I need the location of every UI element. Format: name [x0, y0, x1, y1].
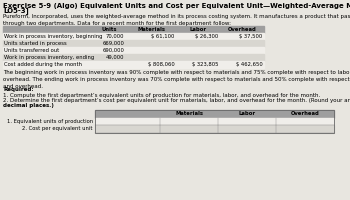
Bar: [3, 54, 264, 61]
Bar: [95, 110, 334, 117]
Text: The beginning work in process inventory was 90% complete with respect to materia: The beginning work in process inventory …: [3, 70, 350, 89]
Text: Overhead: Overhead: [290, 111, 319, 116]
Text: Work in process inventory, beginning: Work in process inventory, beginning: [5, 34, 103, 39]
Bar: [95, 125, 334, 132]
Text: $ 61,100: $ 61,100: [151, 34, 175, 39]
Text: 669,000: 669,000: [103, 41, 125, 46]
Text: 1. Compute the first department’s equivalent units of production for materials, : 1. Compute the first department’s equiva…: [3, 92, 320, 98]
Text: Labor: Labor: [238, 111, 256, 116]
Text: $ 808,060: $ 808,060: [148, 62, 175, 67]
Bar: [3, 33, 264, 40]
Bar: [3, 40, 264, 47]
Text: Required:: Required:: [3, 87, 34, 92]
Bar: [95, 117, 334, 125]
Text: 70,000: 70,000: [106, 34, 125, 39]
Bar: [3, 47, 264, 54]
Bar: [3, 26, 264, 33]
Text: LO5-3]: LO5-3]: [3, 7, 29, 14]
Text: Units started in process: Units started in process: [5, 41, 67, 46]
Text: 1. Equivalent units of production: 1. Equivalent units of production: [7, 119, 93, 124]
Text: Units transferred out: Units transferred out: [5, 48, 60, 53]
Text: Work in process inventory, ending: Work in process inventory, ending: [5, 55, 95, 60]
Text: decimal places.): decimal places.): [3, 103, 54, 108]
Text: 2. Determine the first department’s cost per equivalent unit for materials, labo: 2. Determine the first department’s cost…: [3, 98, 350, 103]
Bar: [3, 61, 264, 68]
Text: $ 462,650: $ 462,650: [236, 62, 262, 67]
Text: 2. Cost per equivalent unit: 2. Cost per equivalent unit: [22, 126, 93, 131]
Text: Overhead: Overhead: [228, 27, 256, 32]
Text: 690,000: 690,000: [103, 48, 125, 53]
Text: Exercise 5-9 (Algo) Equivalent Units and Cost per Equivalent Unit—Weighted-Avera: Exercise 5-9 (Algo) Equivalent Units and…: [3, 2, 350, 9]
Bar: [95, 110, 334, 132]
Text: Materials: Materials: [137, 27, 165, 32]
Text: $ 37,500: $ 37,500: [239, 34, 262, 39]
Text: $ 323,805: $ 323,805: [192, 62, 218, 67]
Text: Pureform, Incorporated, uses the weighted-average method in its process costing : Pureform, Incorporated, uses the weighte…: [3, 14, 350, 26]
Text: Materials: Materials: [175, 111, 203, 116]
Text: $ 26,300: $ 26,300: [195, 34, 218, 39]
Text: 49,000: 49,000: [106, 55, 125, 60]
Text: Cost added during the month: Cost added during the month: [5, 62, 83, 67]
Text: Labor: Labor: [189, 27, 206, 32]
Text: Units: Units: [102, 27, 117, 32]
